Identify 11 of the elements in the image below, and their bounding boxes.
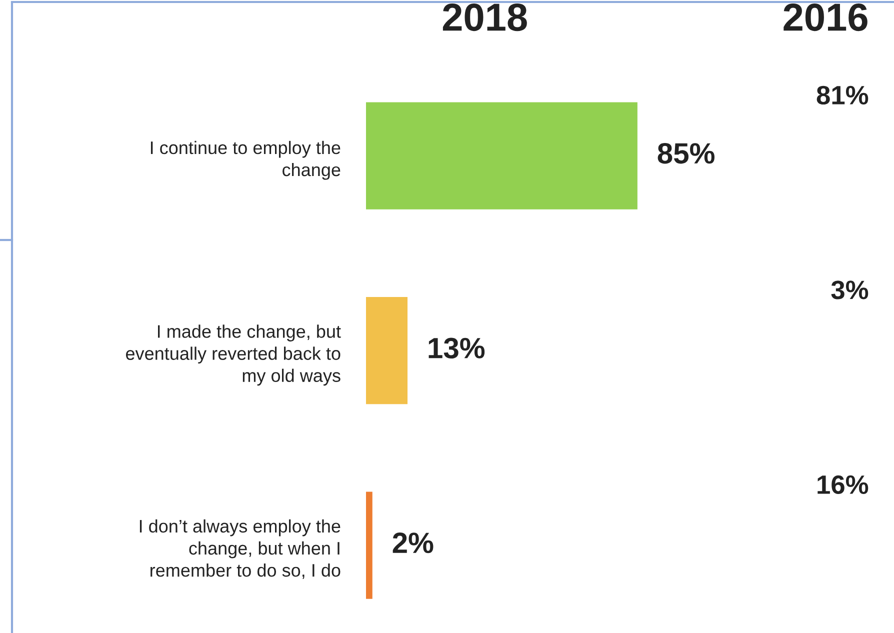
data-label: 2% [392, 532, 434, 554]
text: 16% [818, 475, 868, 494]
y-tick-label: I continue to employ the change [150, 140, 340, 180]
data-label: 13% [428, 338, 485, 358]
chart-title: 2018 [442, 4, 527, 32]
y-tick-label: I made the change, but eventually reverted back to my old ways [126, 324, 341, 386]
data-label: 85% [658, 143, 714, 164]
text: 2016 [784, 4, 868, 32]
text: 3% [831, 280, 868, 300]
y-tick-label: I don’t always employ the change, but when I remember to do so, I do [140, 519, 340, 579]
text: 81% [816, 86, 868, 105]
